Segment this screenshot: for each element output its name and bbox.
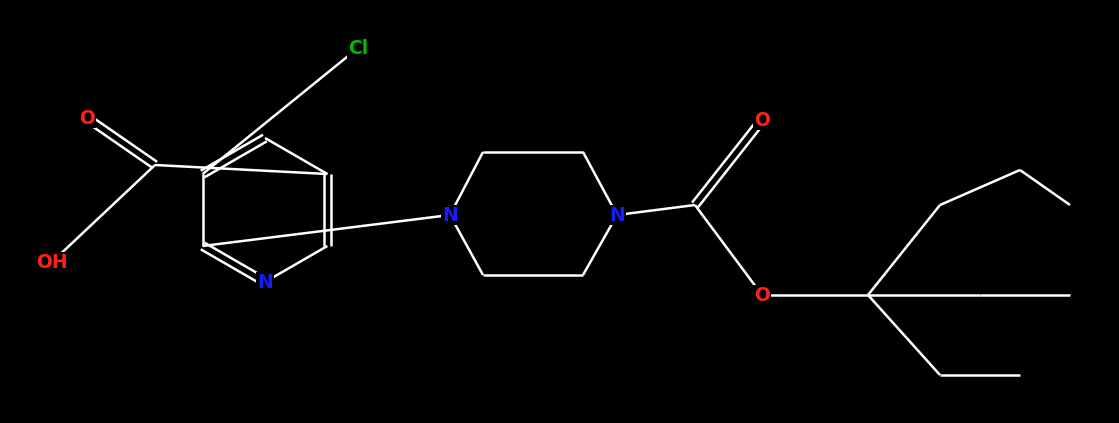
Text: Cl: Cl bbox=[348, 38, 368, 58]
Text: O: O bbox=[754, 286, 770, 305]
Text: N: N bbox=[442, 206, 458, 225]
Text: OH: OH bbox=[36, 253, 68, 272]
Text: N: N bbox=[257, 272, 273, 291]
Text: O: O bbox=[79, 109, 95, 127]
Text: O: O bbox=[754, 110, 770, 129]
Text: N: N bbox=[609, 206, 624, 225]
